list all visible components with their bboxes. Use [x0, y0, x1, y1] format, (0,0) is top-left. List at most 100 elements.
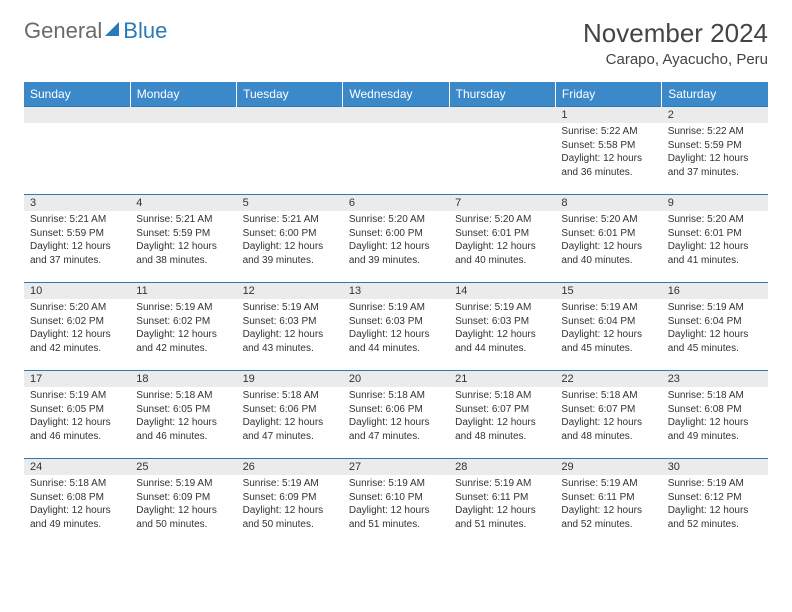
day-line-d2: and 46 minutes.: [136, 430, 230, 444]
day-details: Sunrise: 5:19 AMSunset: 6:12 PMDaylight:…: [662, 475, 768, 535]
day-line-sr: Sunrise: 5:21 AM: [136, 213, 230, 227]
day-line-ss: Sunset: 6:11 PM: [561, 491, 655, 505]
day-line-d1: Daylight: 12 hours: [455, 328, 549, 342]
day-details: Sunrise: 5:20 AMSunset: 6:01 PMDaylight:…: [662, 211, 768, 271]
calendar-week-row: 1Sunrise: 5:22 AMSunset: 5:58 PMDaylight…: [24, 107, 768, 195]
day-line-sr: Sunrise: 5:19 AM: [243, 301, 337, 315]
day-line-sr: Sunrise: 5:19 AM: [136, 477, 230, 491]
calendar-cell: 20Sunrise: 5:18 AMSunset: 6:06 PMDayligh…: [343, 371, 449, 459]
day-line-d1: Daylight: 12 hours: [455, 504, 549, 518]
day-line-ss: Sunset: 6:05 PM: [30, 403, 124, 417]
day-line-ss: Sunset: 6:02 PM: [30, 315, 124, 329]
calendar-cell: 5Sunrise: 5:21 AMSunset: 6:00 PMDaylight…: [237, 195, 343, 283]
day-line-sr: Sunrise: 5:19 AM: [668, 477, 762, 491]
calendar-cell: 18Sunrise: 5:18 AMSunset: 6:05 PMDayligh…: [130, 371, 236, 459]
day-line-sr: Sunrise: 5:22 AM: [668, 125, 762, 139]
day-number-empty: [130, 107, 236, 123]
calendar-cell: 23Sunrise: 5:18 AMSunset: 6:08 PMDayligh…: [662, 371, 768, 459]
calendar-cell: 15Sunrise: 5:19 AMSunset: 6:04 PMDayligh…: [555, 283, 661, 371]
day-number: 26: [237, 459, 343, 475]
day-line-ss: Sunset: 6:05 PM: [136, 403, 230, 417]
day-line-d1: Daylight: 12 hours: [561, 240, 655, 254]
calendar-cell: [130, 107, 236, 195]
day-number-empty: [24, 107, 130, 123]
calendar-cell: 1Sunrise: 5:22 AMSunset: 5:58 PMDaylight…: [555, 107, 661, 195]
calendar-cell: 17Sunrise: 5:19 AMSunset: 6:05 PMDayligh…: [24, 371, 130, 459]
calendar-cell: 29Sunrise: 5:19 AMSunset: 6:11 PMDayligh…: [555, 459, 661, 547]
day-line-d2: and 42 minutes.: [30, 342, 124, 356]
weekday-thursday: Thursday: [449, 82, 555, 107]
day-number: 19: [237, 371, 343, 387]
day-details: Sunrise: 5:18 AMSunset: 6:07 PMDaylight:…: [449, 387, 555, 447]
calendar-cell: 21Sunrise: 5:18 AMSunset: 6:07 PMDayligh…: [449, 371, 555, 459]
day-details: Sunrise: 5:21 AMSunset: 6:00 PMDaylight:…: [237, 211, 343, 271]
day-line-d1: Daylight: 12 hours: [668, 152, 762, 166]
day-line-d1: Daylight: 12 hours: [30, 240, 124, 254]
day-line-d2: and 49 minutes.: [30, 518, 124, 532]
calendar-table: Sunday Monday Tuesday Wednesday Thursday…: [24, 82, 768, 547]
day-line-d2: and 36 minutes.: [561, 166, 655, 180]
day-line-sr: Sunrise: 5:20 AM: [668, 213, 762, 227]
day-details: Sunrise: 5:18 AMSunset: 6:05 PMDaylight:…: [130, 387, 236, 447]
day-number-empty: [449, 107, 555, 123]
day-line-d2: and 40 minutes.: [455, 254, 549, 268]
location: Carapo, Ayacucho, Peru: [583, 51, 768, 68]
calendar-cell: 26Sunrise: 5:19 AMSunset: 6:09 PMDayligh…: [237, 459, 343, 547]
day-line-ss: Sunset: 6:06 PM: [349, 403, 443, 417]
calendar-cell: 14Sunrise: 5:19 AMSunset: 6:03 PMDayligh…: [449, 283, 555, 371]
day-line-d2: and 37 minutes.: [668, 166, 762, 180]
calendar-cell: 8Sunrise: 5:20 AMSunset: 6:01 PMDaylight…: [555, 195, 661, 283]
day-line-sr: Sunrise: 5:19 AM: [668, 301, 762, 315]
day-line-d1: Daylight: 12 hours: [243, 504, 337, 518]
day-line-sr: Sunrise: 5:21 AM: [243, 213, 337, 227]
weekday-tuesday: Tuesday: [237, 82, 343, 107]
day-line-sr: Sunrise: 5:19 AM: [136, 301, 230, 315]
page-title: November 2024: [583, 18, 768, 49]
day-line-sr: Sunrise: 5:20 AM: [561, 213, 655, 227]
day-line-d2: and 42 minutes.: [136, 342, 230, 356]
day-details: Sunrise: 5:19 AMSunset: 6:09 PMDaylight:…: [237, 475, 343, 535]
calendar-cell: 12Sunrise: 5:19 AMSunset: 6:03 PMDayligh…: [237, 283, 343, 371]
calendar-cell: 27Sunrise: 5:19 AMSunset: 6:10 PMDayligh…: [343, 459, 449, 547]
day-number-empty: [237, 107, 343, 123]
day-number: 14: [449, 283, 555, 299]
day-line-sr: Sunrise: 5:19 AM: [561, 301, 655, 315]
calendar-cell: 3Sunrise: 5:21 AMSunset: 5:59 PMDaylight…: [24, 195, 130, 283]
day-details: Sunrise: 5:19 AMSunset: 6:04 PMDaylight:…: [555, 299, 661, 359]
day-number: 22: [555, 371, 661, 387]
day-details: Sunrise: 5:19 AMSunset: 6:11 PMDaylight:…: [449, 475, 555, 535]
day-details: Sunrise: 5:21 AMSunset: 5:59 PMDaylight:…: [24, 211, 130, 271]
day-line-ss: Sunset: 5:59 PM: [136, 227, 230, 241]
day-line-sr: Sunrise: 5:19 AM: [455, 477, 549, 491]
day-number: 27: [343, 459, 449, 475]
day-line-ss: Sunset: 6:11 PM: [455, 491, 549, 505]
day-details: Sunrise: 5:19 AMSunset: 6:03 PMDaylight:…: [343, 299, 449, 359]
day-line-d2: and 50 minutes.: [136, 518, 230, 532]
day-number: 16: [662, 283, 768, 299]
day-line-ss: Sunset: 6:09 PM: [243, 491, 337, 505]
day-line-d1: Daylight: 12 hours: [668, 240, 762, 254]
day-line-sr: Sunrise: 5:18 AM: [30, 477, 124, 491]
day-number: 20: [343, 371, 449, 387]
day-details: Sunrise: 5:22 AMSunset: 5:58 PMDaylight:…: [555, 123, 661, 183]
day-line-d2: and 49 minutes.: [668, 430, 762, 444]
calendar-cell: 28Sunrise: 5:19 AMSunset: 6:11 PMDayligh…: [449, 459, 555, 547]
day-line-ss: Sunset: 6:07 PM: [561, 403, 655, 417]
day-line-d1: Daylight: 12 hours: [455, 416, 549, 430]
day-line-d2: and 50 minutes.: [243, 518, 337, 532]
day-line-d2: and 47 minutes.: [349, 430, 443, 444]
day-line-d1: Daylight: 12 hours: [349, 416, 443, 430]
day-line-ss: Sunset: 6:00 PM: [349, 227, 443, 241]
day-line-sr: Sunrise: 5:19 AM: [243, 477, 337, 491]
day-line-d1: Daylight: 12 hours: [30, 504, 124, 518]
day-line-ss: Sunset: 6:02 PM: [136, 315, 230, 329]
day-line-ss: Sunset: 6:08 PM: [668, 403, 762, 417]
day-line-d1: Daylight: 12 hours: [243, 328, 337, 342]
day-number: 12: [237, 283, 343, 299]
day-line-d2: and 48 minutes.: [561, 430, 655, 444]
day-details: Sunrise: 5:18 AMSunset: 6:06 PMDaylight:…: [237, 387, 343, 447]
day-number: 25: [130, 459, 236, 475]
day-line-d1: Daylight: 12 hours: [668, 328, 762, 342]
day-line-d2: and 45 minutes.: [561, 342, 655, 356]
day-details: Sunrise: 5:20 AMSunset: 6:01 PMDaylight:…: [449, 211, 555, 271]
